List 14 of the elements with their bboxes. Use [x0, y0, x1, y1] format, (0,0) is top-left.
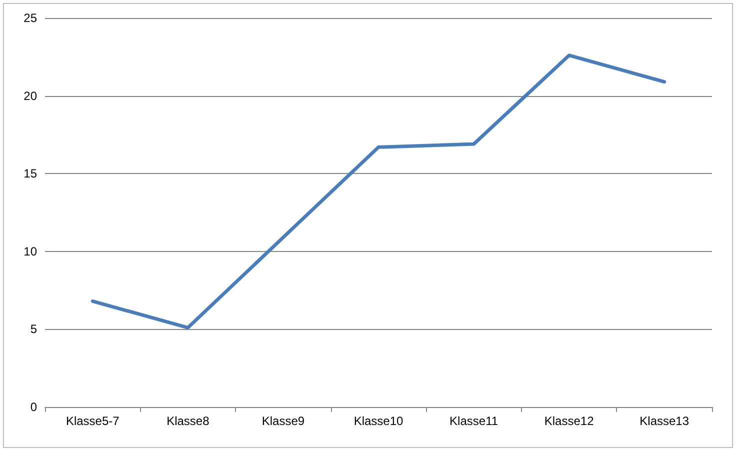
- x-tick-label: Klasse13: [640, 414, 690, 428]
- x-tick-label: Klasse12: [544, 414, 594, 428]
- line-series: [90, 54, 666, 330]
- x-tick-label: Klasse9: [262, 414, 305, 428]
- y-tick-label: 15: [24, 166, 38, 181]
- x-tick-label: Klasse11: [450, 414, 498, 428]
- x-tick-label: Klasse8: [166, 414, 210, 428]
- y-tick-label: 20: [24, 88, 38, 103]
- y-tick-label: 10: [24, 244, 38, 258]
- x-tick-label: Klasse10: [354, 414, 404, 428]
- x-tick-label: Klasse5-7: [66, 414, 120, 428]
- y-tick-label: 25: [24, 11, 38, 25]
- y-tick-label: 5: [30, 322, 38, 336]
- y-tick-label: 0: [30, 400, 38, 414]
